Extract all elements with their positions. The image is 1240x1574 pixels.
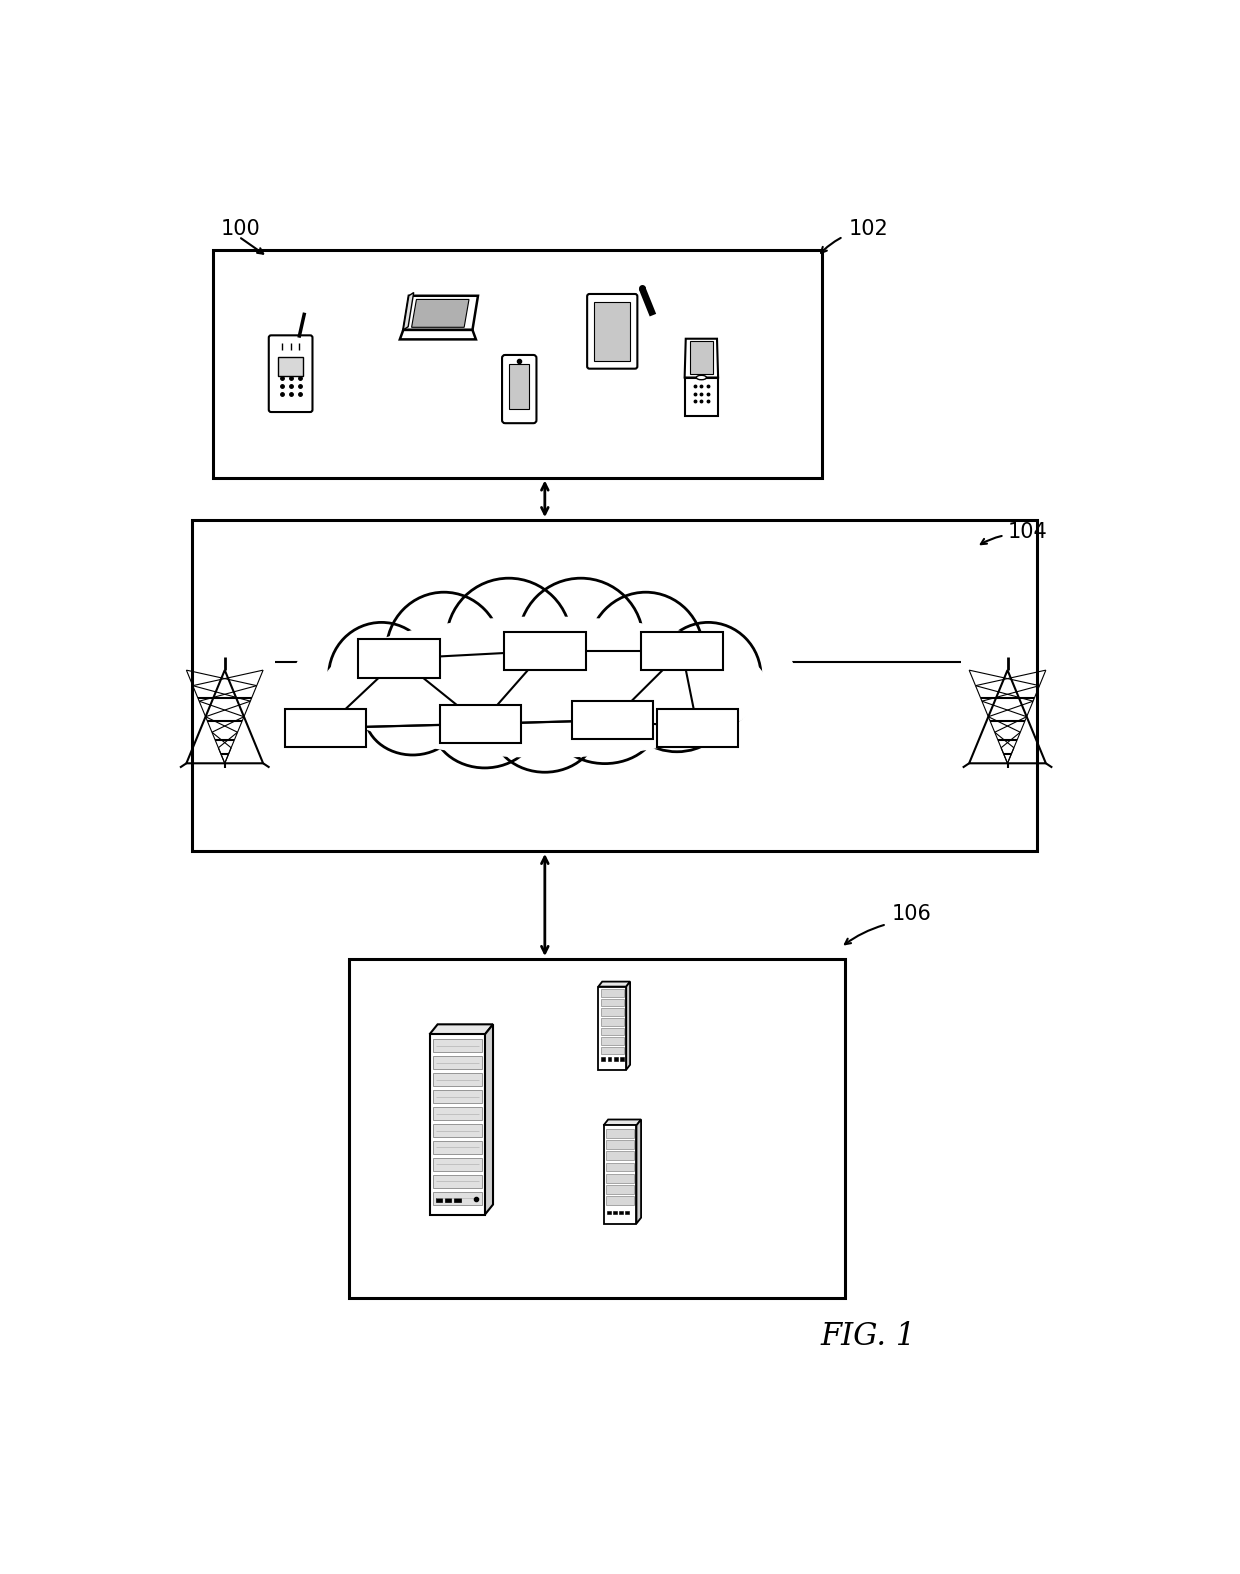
Bar (601, 1058, 605, 1061)
Ellipse shape (432, 677, 538, 768)
Polygon shape (636, 1119, 641, 1223)
Bar (505, 631, 585, 671)
Bar (213, 250, 821, 477)
Bar (433, 1174, 482, 1188)
Ellipse shape (588, 592, 703, 711)
Bar (433, 1158, 482, 1171)
Bar (440, 705, 521, 743)
Ellipse shape (552, 682, 657, 763)
FancyBboxPatch shape (502, 356, 537, 423)
Bar (641, 631, 723, 671)
Bar (600, 1028, 624, 1036)
Bar (606, 1212, 610, 1214)
Bar (606, 1140, 634, 1149)
Bar (572, 700, 653, 740)
Polygon shape (485, 1025, 494, 1215)
Bar (600, 1037, 624, 1045)
Bar (606, 1129, 634, 1138)
Bar (691, 342, 713, 373)
Polygon shape (403, 293, 414, 331)
Ellipse shape (446, 578, 572, 704)
Bar (510, 364, 529, 409)
Bar (433, 1107, 482, 1121)
Bar (278, 357, 303, 376)
Bar (433, 1124, 482, 1136)
Polygon shape (399, 331, 476, 340)
Bar (608, 1058, 611, 1061)
Ellipse shape (365, 674, 461, 756)
Bar (606, 1185, 634, 1195)
Text: 100: 100 (221, 219, 260, 239)
Ellipse shape (322, 617, 768, 757)
Bar (433, 1091, 482, 1103)
Bar (594, 302, 630, 360)
FancyBboxPatch shape (269, 335, 312, 412)
Bar (600, 990, 624, 996)
Polygon shape (684, 338, 718, 378)
Bar (433, 1073, 482, 1086)
Bar (614, 1058, 618, 1061)
Ellipse shape (293, 584, 797, 779)
Bar (433, 1141, 482, 1154)
Ellipse shape (518, 578, 644, 704)
Polygon shape (626, 982, 630, 1070)
Text: 106: 106 (892, 903, 931, 924)
Ellipse shape (629, 677, 725, 752)
Ellipse shape (697, 375, 707, 379)
Bar (348, 959, 844, 1297)
Bar (433, 1039, 482, 1053)
Bar (429, 1034, 485, 1215)
Bar (604, 1125, 636, 1223)
Bar (358, 639, 440, 678)
Bar (600, 1047, 624, 1055)
Text: FIG. 1: FIG. 1 (821, 1321, 915, 1352)
Ellipse shape (329, 622, 434, 730)
Polygon shape (403, 296, 477, 331)
Polygon shape (684, 378, 718, 417)
Polygon shape (412, 299, 469, 327)
Bar (433, 1056, 482, 1069)
Bar (657, 708, 738, 748)
Bar (435, 1198, 441, 1203)
Text: 102: 102 (848, 219, 888, 239)
Bar (613, 1212, 616, 1214)
Bar (625, 1212, 629, 1214)
Bar (600, 1018, 624, 1026)
Ellipse shape (387, 592, 501, 711)
Bar (598, 987, 626, 1070)
Ellipse shape (655, 622, 761, 730)
Bar (606, 1174, 634, 1182)
Bar (445, 1198, 451, 1203)
Bar (606, 1163, 634, 1171)
Bar (454, 1198, 460, 1203)
Polygon shape (598, 982, 630, 987)
Bar (606, 1151, 634, 1160)
Polygon shape (604, 1119, 641, 1125)
Bar (619, 1212, 622, 1214)
Ellipse shape (492, 682, 598, 773)
Bar (433, 1192, 482, 1204)
FancyBboxPatch shape (588, 294, 637, 368)
Bar (285, 708, 366, 748)
Bar (192, 519, 1037, 852)
Bar (620, 1058, 624, 1061)
Polygon shape (429, 1025, 494, 1034)
Bar (600, 1009, 624, 1015)
Bar (606, 1196, 634, 1206)
Bar (600, 999, 624, 1006)
Text: 104: 104 (1007, 521, 1048, 541)
